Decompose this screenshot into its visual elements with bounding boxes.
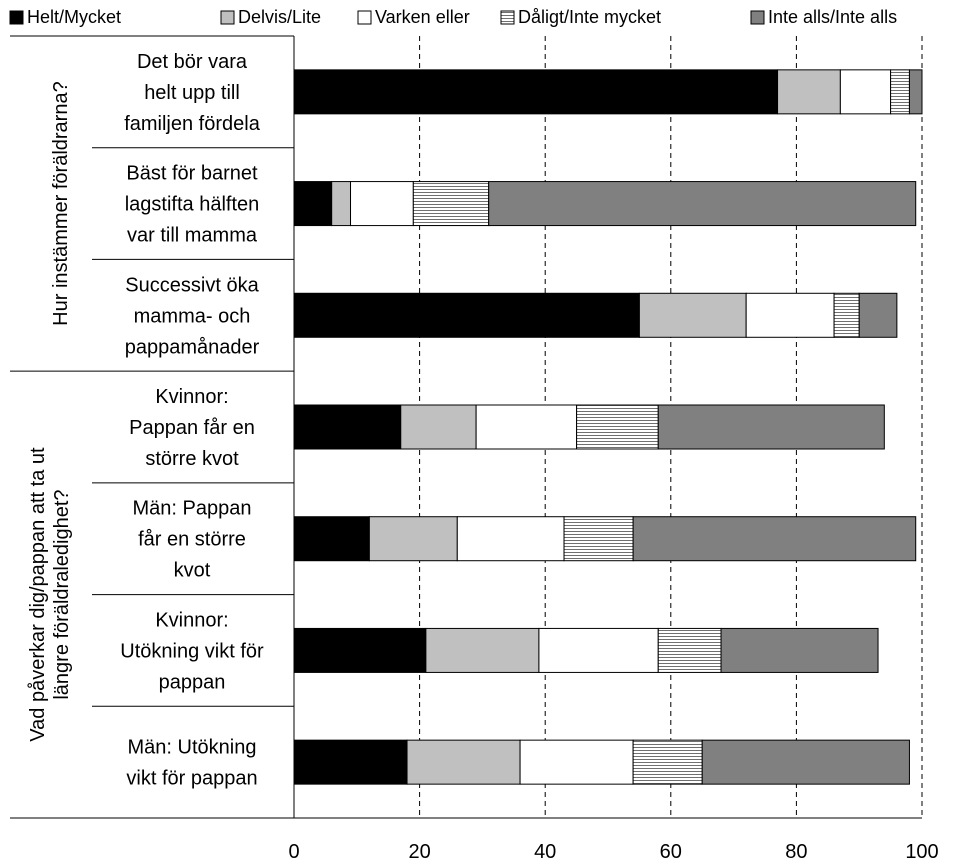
legend-item-inte-alls-inte-alls: Inte alls/Inte alls: [750, 7, 897, 27]
legend-item-daligt-inte-mycket: Dåligt/Inte mycket: [500, 7, 661, 27]
bar-segment-helt-mycket: [293, 292, 640, 338]
legend-item-varken-eller: Varken eller: [357, 7, 470, 27]
bar-row-3: [293, 292, 898, 338]
group-label: Hur instämmer föräldrarna?: [50, 81, 72, 326]
legend-label: Delvis/Lite: [238, 7, 321, 27]
bar-segment-varken-eller: [519, 739, 634, 785]
bar-segment-delvis-lite: [777, 69, 841, 115]
bar-segment-daligt-inte-mycket: [833, 292, 860, 338]
bar-segment-inte-alls-inte-alls: [488, 181, 917, 227]
bar-segment-delvis-lite: [638, 292, 747, 338]
x-tick-label: 60: [660, 841, 682, 863]
x-tick-label: 40: [534, 841, 556, 863]
bar-segment-inte-alls-inte-alls: [720, 627, 879, 673]
category-label: Kvinnor: Pappan får en större kvot: [129, 386, 255, 470]
bar-segment-varken-eller: [538, 627, 659, 673]
bar-segment-daligt-inte-mycket: [563, 516, 634, 562]
bars: [293, 69, 923, 785]
bar-row-2: [293, 181, 917, 227]
legend-label: Dåligt/Inte mycket: [518, 7, 661, 27]
legend: Helt/Mycket Delvis/Lite Varken eller Dåligt…: [9, 7, 897, 27]
legend-item-delvis-lite: Delvis/Lite: [220, 7, 321, 27]
bar-segment-helt-mycket: [293, 404, 402, 450]
bar-segment-varken-eller: [456, 516, 565, 562]
x-tick-label: 20: [408, 841, 430, 863]
bar-segment-varken-eller: [350, 181, 414, 227]
bar-segment-delvis-lite: [400, 404, 477, 450]
bar-segment-delvis-lite: [331, 181, 352, 227]
bar-segment-inte-alls-inte-alls: [657, 404, 885, 450]
bar-row-4: [293, 404, 885, 450]
bar-segment-helt-mycket: [293, 627, 427, 673]
legend-swatch: [220, 10, 235, 25]
bar-segment-varken-eller: [475, 404, 578, 450]
bar-segment-daligt-inte-mycket: [632, 739, 703, 785]
bar-segment-inte-alls-inte-alls: [632, 516, 917, 562]
bar-segment-varken-eller: [839, 69, 892, 115]
category-label: Successivt öka mamma- och pappamånader: [125, 274, 260, 358]
category-label: Det bör vara helt upp till familjen fördel…: [124, 51, 261, 135]
bar-row-5: [293, 516, 917, 562]
group-label: Vad påverkar dig/pappan att ta ut längre …: [27, 447, 73, 742]
x-axis: 0 20 40 60 80 100: [288, 841, 938, 863]
bar-row-1: [293, 69, 923, 115]
bar-segment-inte-alls-inte-alls: [908, 69, 923, 115]
x-tick-label: 80: [785, 841, 807, 863]
category-label: Män: Utökning vikt för pappan: [126, 737, 257, 790]
bar-segment-helt-mycket: [293, 181, 333, 227]
legend-item-helt-mycket: Helt/Mycket: [9, 7, 121, 27]
x-tick-label: 0: [288, 841, 299, 863]
bar-segment-daligt-inte-mycket: [576, 404, 659, 450]
legend-label: Inte alls/Inte alls: [768, 7, 897, 27]
category-label: Bäst för barnet lagstifta hälften var till…: [125, 163, 260, 247]
bar-segment-helt-mycket: [293, 516, 370, 562]
bar-segment-daligt-inte-mycket: [657, 627, 722, 673]
bar-segment-daligt-inte-mycket: [412, 181, 490, 227]
legend-label: Helt/Mycket: [27, 7, 121, 27]
legend-label: Varken eller: [375, 7, 470, 27]
bar-segment-delvis-lite: [425, 627, 540, 673]
bar-segment-varken-eller: [745, 292, 835, 338]
legend-swatch: [750, 10, 765, 25]
bar-segment-delvis-lite: [406, 739, 521, 785]
category-labels: Det bör vara helt upp till familjen fördel…: [120, 51, 264, 790]
bar-segment-delvis-lite: [368, 516, 458, 562]
bar-row-6: [293, 627, 879, 673]
bar-segment-daligt-inte-mycket: [890, 69, 910, 115]
legend-swatch: [500, 10, 515, 25]
bar-row-7: [293, 739, 910, 785]
legend-swatch: [9, 10, 24, 25]
group-labels: Hur instämmer föräldrarna? Vad påverkar d…: [27, 81, 73, 741]
x-tick-label: 100: [905, 841, 938, 863]
bar-segment-helt-mycket: [293, 739, 408, 785]
bar-segment-inte-alls-inte-alls: [858, 292, 898, 338]
legend-swatch: [357, 10, 372, 25]
category-label: Kvinnor: Utökning vikt för pappan: [120, 609, 264, 693]
category-label: Män: Pappan får en större kvot: [133, 498, 252, 582]
bar-segment-helt-mycket: [293, 69, 779, 115]
bar-segment-inte-alls-inte-alls: [701, 739, 910, 785]
